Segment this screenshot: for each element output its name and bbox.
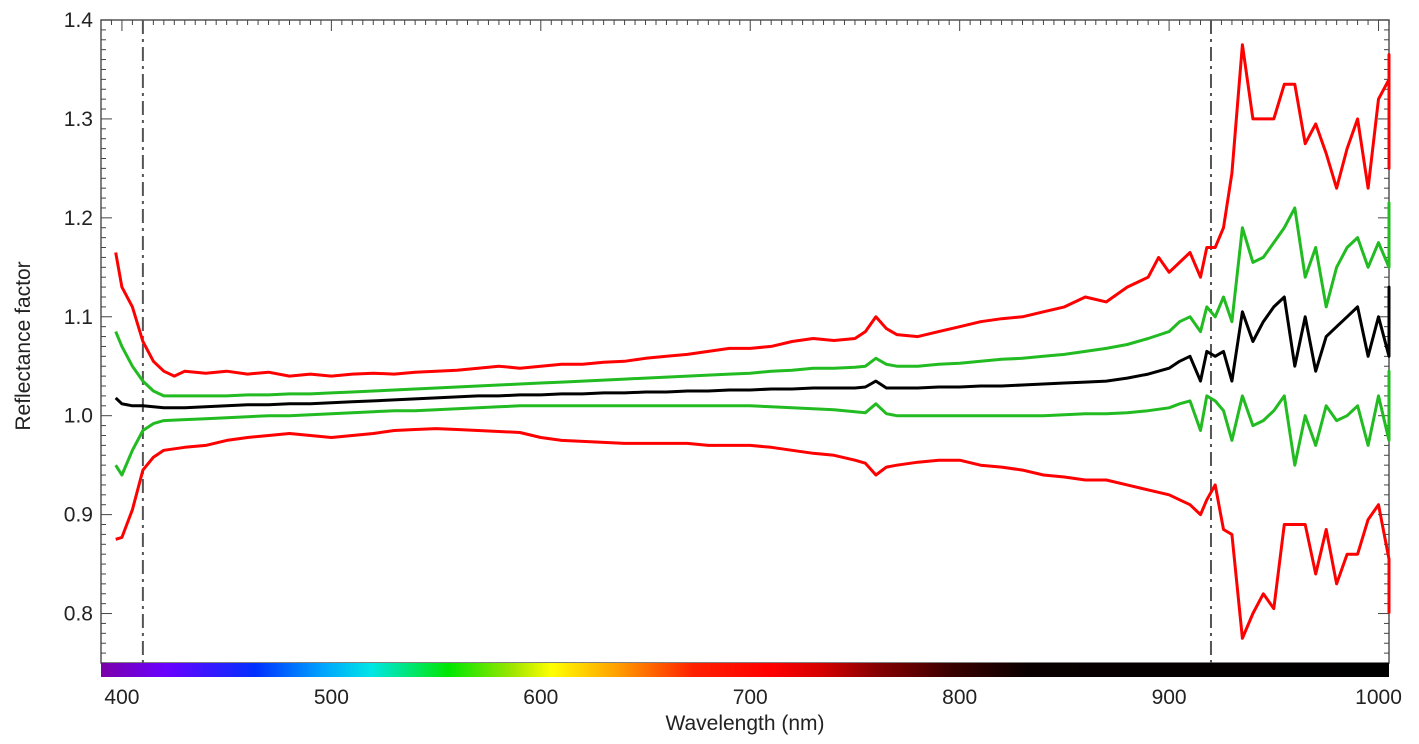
y-tick-label: 1.0 — [64, 405, 93, 428]
series-line — [114, 285, 1391, 410]
spectrum-colorbar — [101, 663, 1389, 677]
y-tick-label: 1.3 — [64, 108, 93, 131]
y-tick-labels: 0.8 0.9 1.0 1.1 1.2 1.3 1.4 — [64, 9, 94, 626]
x-tick-label: 600 — [523, 686, 558, 709]
series-line — [114, 369, 1391, 477]
series-line — [114, 201, 1391, 398]
plot-frame — [100, 19, 1390, 664]
series-lines — [114, 43, 1391, 640]
series-line — [115, 427, 1391, 640]
y-tick-label: 1.2 — [64, 207, 93, 230]
x-tick-label: 1000 — [1355, 686, 1402, 709]
x-tick-labels: 400 500 600 700 800 900 1000 — [104, 686, 1401, 709]
x-tick-label: 900 — [1152, 686, 1187, 709]
x-tick-label: 400 — [104, 686, 139, 709]
x-tick-label: 700 — [733, 686, 768, 709]
y-axis-label: Reflectance factor — [12, 261, 35, 430]
y-tick-label: 1.1 — [64, 306, 93, 329]
series-line — [114, 43, 1391, 378]
x-tick-label: 800 — [942, 686, 977, 709]
x-axis-label: Wavelength (nm) — [665, 712, 824, 735]
y-tick-label: 0.8 — [64, 603, 93, 626]
y-tick-label: 1.4 — [64, 9, 94, 32]
x-tick-label: 500 — [314, 686, 349, 709]
y-tick-label: 0.9 — [64, 504, 93, 527]
